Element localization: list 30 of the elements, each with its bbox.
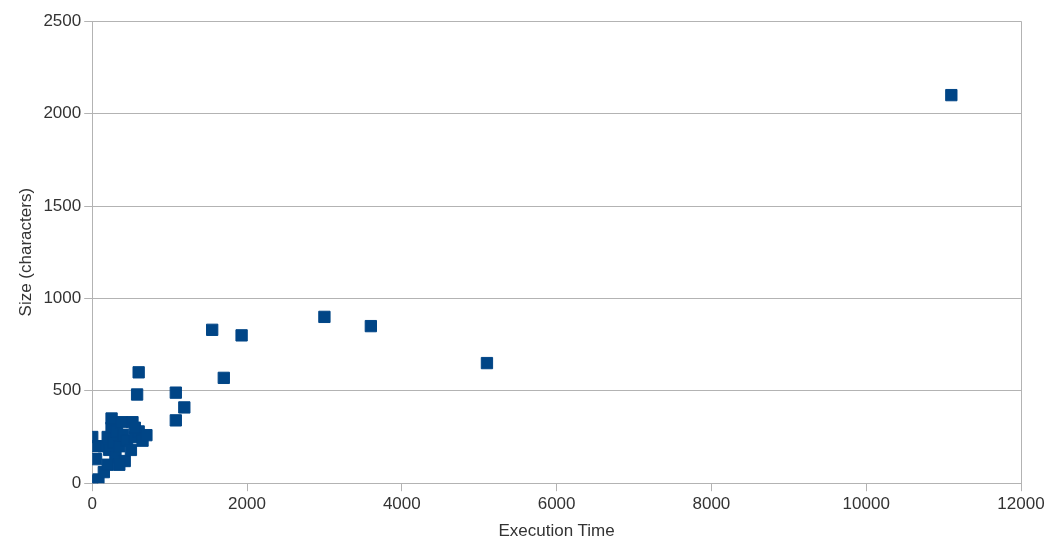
y-tick-label: 1000	[43, 288, 82, 308]
point	[235, 329, 248, 342]
y-tick-label: 2000	[43, 103, 82, 123]
x-tick-label: 0	[87, 494, 97, 514]
point	[318, 310, 331, 324]
point	[364, 319, 378, 333]
y-tick-label: 1500	[43, 195, 82, 215]
x-axis-title: Execution Time	[498, 521, 615, 541]
x-tick-label: 6000	[537, 494, 576, 514]
x-tick-label: 8000	[692, 494, 731, 514]
y-tick-label: 500	[52, 380, 82, 400]
point	[480, 356, 494, 370]
point	[101, 458, 114, 471]
point	[169, 414, 182, 427]
point	[945, 88, 958, 102]
x-tick-label: 4000	[382, 494, 421, 514]
point	[130, 388, 144, 401]
x-tick-label: 12000	[997, 494, 1045, 514]
point	[124, 443, 138, 457]
point	[178, 401, 191, 414]
point	[206, 323, 219, 336]
point	[128, 421, 141, 434]
point	[132, 366, 145, 379]
y-axis-title: Size (characters)	[15, 187, 35, 317]
x-tick-label: 2000	[228, 494, 266, 514]
y-tick-label: 0	[71, 472, 82, 492]
x-tick-label: 10000	[842, 494, 890, 514]
point	[169, 386, 182, 399]
y-tick-label: 2500	[43, 10, 82, 30]
point	[217, 371, 230, 385]
